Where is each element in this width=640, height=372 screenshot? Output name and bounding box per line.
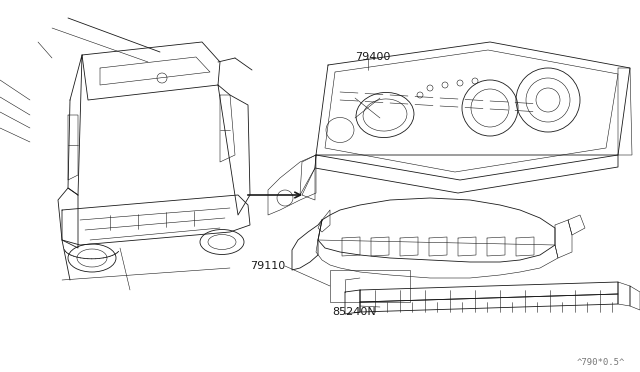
Text: 85240N: 85240N: [332, 307, 376, 317]
Text: 79110: 79110: [250, 261, 285, 271]
Bar: [330, 270, 410, 302]
Text: 79400: 79400: [355, 52, 390, 62]
Text: ^790*0.5^: ^790*0.5^: [577, 358, 625, 367]
